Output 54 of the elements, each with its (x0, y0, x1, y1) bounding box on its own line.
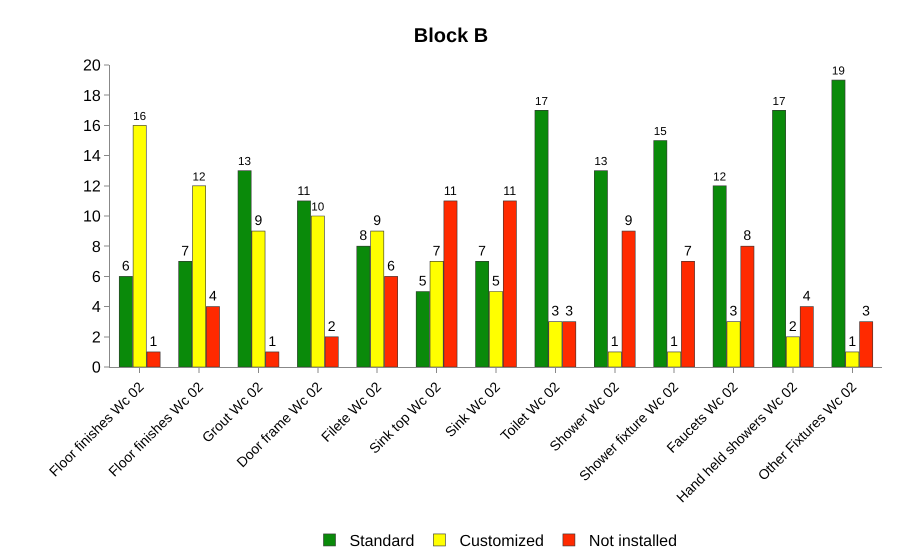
y-tick-label: 8 (92, 238, 101, 256)
data-label: 1 (150, 332, 158, 349)
y-tick-label: 20 (83, 58, 101, 75)
data-label: 1 (268, 332, 276, 349)
data-label: 9 (624, 212, 633, 228)
data-label: 13 (238, 155, 252, 168)
data-label: 1 (848, 332, 856, 349)
data-label: 7 (684, 242, 692, 258)
data-label: 3 (862, 302, 870, 319)
data-label: 11 (503, 184, 516, 198)
data-label: 4 (802, 288, 811, 304)
data-label: 1 (670, 332, 678, 349)
y-tick-label: 16 (83, 118, 101, 135)
data-label: 12 (713, 170, 726, 184)
data-label: 6 (122, 257, 130, 274)
data-label: 13 (594, 155, 608, 168)
data-label: 15 (654, 125, 667, 138)
data-label: 10 (311, 200, 325, 214)
y-tick-label: 14 (83, 148, 101, 166)
legend-label: Not installed (588, 533, 677, 550)
data-label: 17 (772, 94, 786, 108)
data-label: 7 (181, 242, 190, 258)
y-tick-label: 4 (92, 299, 101, 316)
data-label: 19 (832, 64, 845, 78)
legend-label: Standard (350, 533, 414, 550)
data-label: 4 (208, 288, 217, 304)
data-label: 7 (478, 242, 486, 258)
data-label: 5 (418, 272, 427, 288)
data-label: 3 (551, 302, 560, 319)
y-tick-label: 0 (92, 360, 101, 377)
data-label: 3 (730, 302, 738, 319)
data-label: 2 (328, 318, 336, 334)
data-label: 8 (359, 227, 368, 244)
data-label: 12 (192, 170, 206, 184)
y-tick-label: 6 (92, 269, 101, 286)
chart-title: Block B (414, 24, 488, 47)
data-label: 16 (133, 110, 146, 123)
data-label: 5 (492, 272, 500, 288)
y-tick-label: 10 (83, 208, 101, 226)
data-label: 11 (444, 184, 457, 198)
data-label: 17 (534, 94, 548, 108)
y-tick-label: 2 (92, 329, 101, 346)
y-tick-label: 12 (83, 178, 101, 196)
data-label: 11 (297, 184, 310, 198)
data-label: 3 (565, 302, 574, 319)
data-label: 1 (610, 332, 619, 349)
data-label: 7 (432, 242, 441, 258)
data-label: 9 (373, 212, 382, 228)
legend-label: Customized (459, 533, 544, 550)
data-label: 9 (254, 212, 262, 228)
y-tick-label: 18 (83, 88, 101, 105)
data-label: 6 (387, 257, 396, 274)
data-label: 2 (788, 318, 797, 334)
data-label: 8 (743, 227, 752, 244)
